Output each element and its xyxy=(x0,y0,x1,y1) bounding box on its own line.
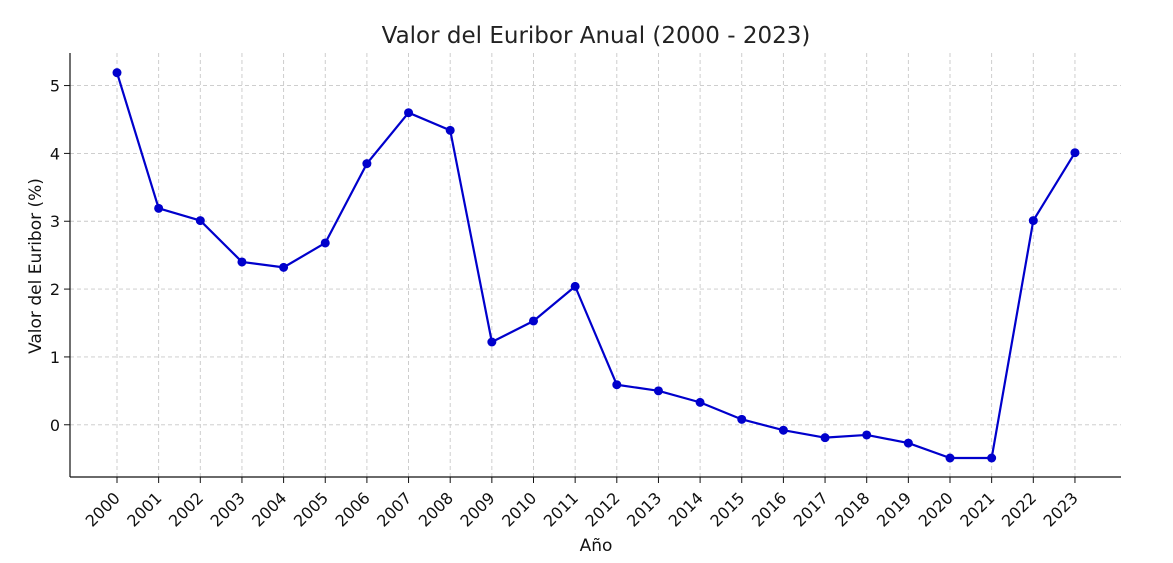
x-tick-label: 2001 xyxy=(123,488,165,530)
grid-lines xyxy=(70,53,1121,477)
x-tick-label: 2009 xyxy=(456,488,498,530)
x-tick-label: 2020 xyxy=(915,488,957,530)
series-line xyxy=(115,72,1076,460)
x-tick-label: 2012 xyxy=(581,488,623,530)
data-point xyxy=(1070,148,1080,158)
data-point xyxy=(903,438,913,448)
x-tick-label: 2014 xyxy=(665,488,707,530)
data-point xyxy=(362,159,372,169)
data-point xyxy=(820,433,830,443)
data-point xyxy=(279,262,289,272)
x-tick-label: 2018 xyxy=(831,488,873,530)
data-point xyxy=(737,414,747,424)
data-point xyxy=(945,453,955,463)
series xyxy=(112,68,1080,463)
data-point xyxy=(237,257,247,267)
x-tick-label: 2019 xyxy=(873,488,915,530)
data-point xyxy=(862,430,872,440)
x-tick-label: 2010 xyxy=(498,488,540,530)
data-point xyxy=(695,397,705,407)
data-point xyxy=(487,337,497,347)
x-tick-label: 2017 xyxy=(790,488,832,530)
x-tick-label: 2004 xyxy=(248,488,290,530)
data-point xyxy=(529,316,538,326)
y-axis-label: Valor del Euribor (%) xyxy=(26,178,46,354)
y-tick-label: 5 xyxy=(50,77,60,96)
data-point xyxy=(445,125,455,135)
data-point xyxy=(612,380,622,390)
x-tick-label: 2023 xyxy=(1040,488,1082,530)
x-tick-label: 2008 xyxy=(415,488,457,530)
y-tick-label: 1 xyxy=(50,348,60,367)
data-point xyxy=(112,68,122,78)
chart-title: Valor del Euribor Anual (2000 - 2023) xyxy=(382,23,811,49)
x-axis-label: Año xyxy=(580,536,613,556)
x-tick-label: 2016 xyxy=(748,488,790,530)
data-point xyxy=(320,238,330,248)
y-tick-label: 2 xyxy=(50,280,60,299)
y-tick-label: 4 xyxy=(50,144,60,163)
x-tick-label: 2005 xyxy=(290,488,332,530)
axes xyxy=(69,53,1121,478)
x-tick-label: 2022 xyxy=(998,488,1040,530)
data-point xyxy=(778,425,788,435)
x-tick-label: 2002 xyxy=(165,488,207,530)
data-point xyxy=(154,203,164,213)
ticks: 2000 2001 2002 2003 2004 2005 2006 2007 2008 2009… xyxy=(50,77,1082,531)
data-point xyxy=(1028,216,1038,226)
data-point xyxy=(987,453,997,463)
data-point xyxy=(653,386,663,396)
data-point xyxy=(195,216,205,226)
data-point xyxy=(404,108,414,118)
y-tick-label: 3 xyxy=(50,212,60,231)
x-tick-label: 2011 xyxy=(540,488,582,530)
x-tick-label: 2006 xyxy=(332,488,374,530)
x-tick-label: 2015 xyxy=(706,488,748,530)
y-tick-label: 0 xyxy=(50,416,60,435)
data-point xyxy=(570,281,580,291)
x-tick-label: 2013 xyxy=(623,488,665,530)
x-tick-label: 2007 xyxy=(373,488,415,530)
x-tick-label: 2021 xyxy=(956,488,998,530)
x-tick-label: 2000 xyxy=(82,488,124,530)
x-tick-label: 2003 xyxy=(207,488,249,530)
